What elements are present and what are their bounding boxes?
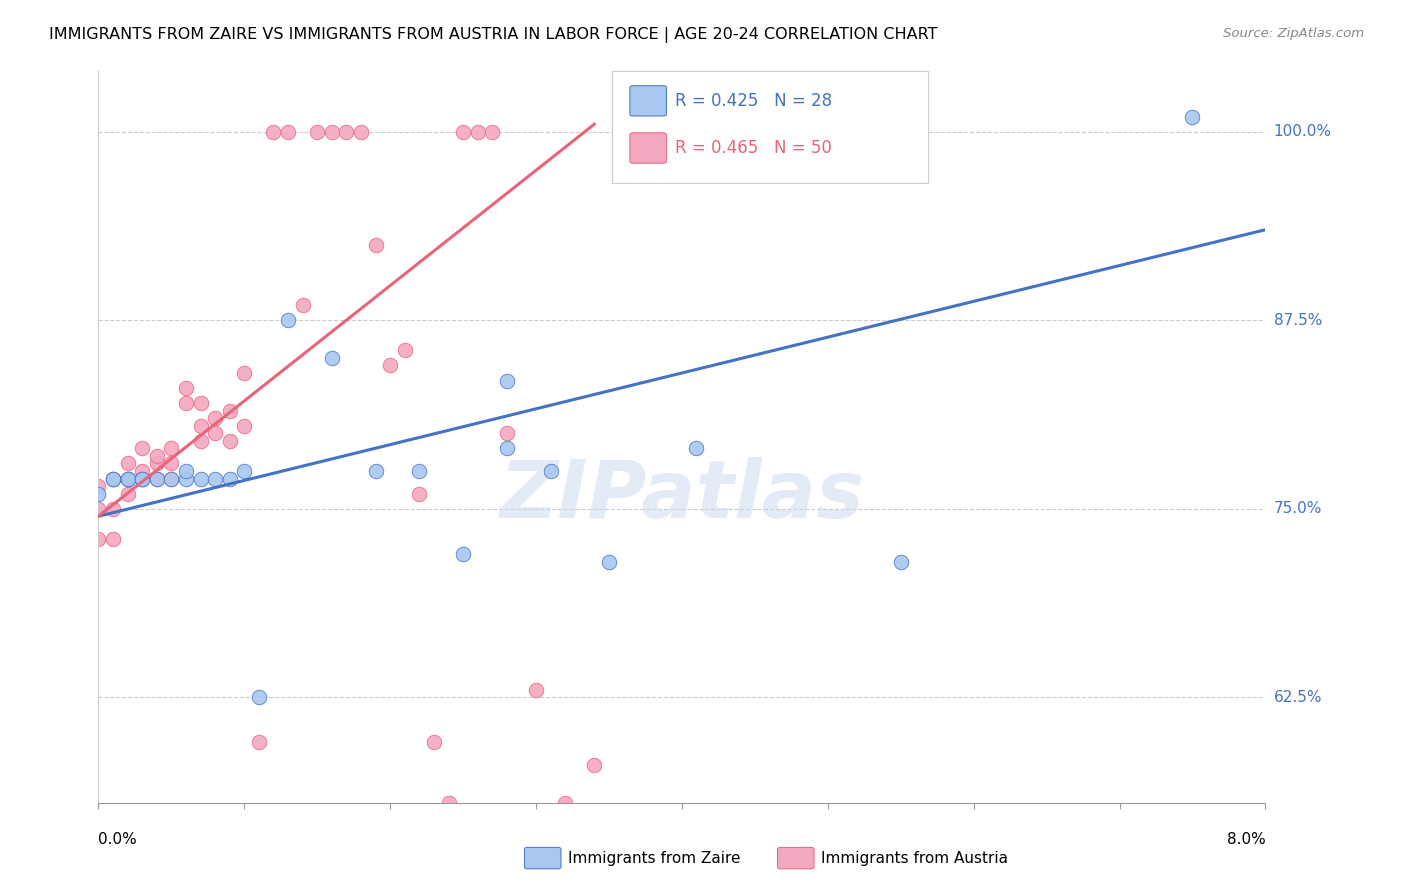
Point — [131, 464, 153, 478]
Point — [291, 298, 314, 312]
Point — [101, 471, 124, 485]
Point — [496, 442, 519, 456]
Point — [146, 449, 169, 463]
Point — [554, 796, 576, 810]
Point — [117, 471, 139, 485]
Point — [262, 125, 284, 139]
Point — [451, 125, 474, 139]
Point — [160, 442, 183, 456]
Text: Immigrants from Austria: Immigrants from Austria — [821, 851, 1008, 865]
Point — [277, 125, 299, 139]
Point — [117, 471, 139, 485]
Point — [598, 554, 620, 568]
Point — [146, 471, 169, 485]
Text: 75.0%: 75.0% — [1274, 501, 1322, 516]
Point — [174, 396, 197, 410]
Point — [467, 125, 489, 139]
Point — [174, 464, 197, 478]
Point — [131, 442, 153, 456]
Point — [101, 501, 124, 516]
Point — [146, 457, 169, 471]
Point — [380, 359, 402, 373]
Point — [174, 471, 197, 485]
Point — [335, 125, 357, 139]
Text: 100.0%: 100.0% — [1274, 124, 1331, 139]
Text: 8.0%: 8.0% — [1226, 832, 1265, 847]
Point — [583, 758, 606, 772]
Text: R = 0.465   N = 50: R = 0.465 N = 50 — [675, 139, 832, 157]
Point — [481, 125, 503, 139]
Point — [146, 471, 169, 485]
Point — [87, 486, 110, 500]
Point — [101, 532, 124, 546]
Point — [321, 125, 343, 139]
Point — [364, 237, 387, 252]
Point — [277, 313, 299, 327]
Point — [218, 434, 240, 448]
Text: ZIPatlas: ZIPatlas — [499, 457, 865, 534]
Point — [1181, 110, 1204, 124]
Point — [190, 396, 212, 410]
Point — [540, 464, 562, 478]
Point — [87, 501, 110, 516]
Point — [190, 418, 212, 433]
Text: 87.5%: 87.5% — [1274, 313, 1322, 327]
Text: 0.0%: 0.0% — [98, 832, 138, 847]
Point — [160, 471, 183, 485]
Point — [174, 381, 197, 395]
Point — [496, 374, 519, 388]
Point — [190, 434, 212, 448]
Point — [131, 471, 153, 485]
Point — [204, 471, 226, 485]
Text: R = 0.425   N = 28: R = 0.425 N = 28 — [675, 92, 832, 110]
Point — [685, 442, 707, 456]
Point — [247, 690, 270, 705]
Point — [423, 735, 446, 749]
Point — [394, 343, 416, 358]
Point — [117, 457, 139, 471]
Point — [204, 426, 226, 441]
Point — [160, 471, 183, 485]
Point — [408, 486, 430, 500]
Point — [437, 796, 460, 810]
Point — [218, 471, 240, 485]
Point — [101, 471, 124, 485]
Point — [496, 426, 519, 441]
Point — [117, 471, 139, 485]
Point — [204, 411, 226, 425]
Point — [364, 464, 387, 478]
Text: Immigrants from Zaire: Immigrants from Zaire — [568, 851, 741, 865]
Point — [408, 464, 430, 478]
Point — [233, 464, 256, 478]
Point — [307, 125, 329, 139]
Point — [101, 471, 124, 485]
Text: IMMIGRANTS FROM ZAIRE VS IMMIGRANTS FROM AUSTRIA IN LABOR FORCE | AGE 20-24 CORR: IMMIGRANTS FROM ZAIRE VS IMMIGRANTS FROM… — [49, 27, 938, 43]
Point — [117, 486, 139, 500]
Point — [890, 554, 912, 568]
Point — [451, 547, 474, 561]
Point — [87, 532, 110, 546]
Point — [233, 366, 256, 380]
Text: Source: ZipAtlas.com: Source: ZipAtlas.com — [1223, 27, 1364, 40]
Point — [190, 471, 212, 485]
Point — [233, 418, 256, 433]
Point — [131, 471, 153, 485]
Point — [87, 479, 110, 493]
Point — [321, 351, 343, 365]
Point — [524, 682, 547, 697]
Text: 62.5%: 62.5% — [1274, 690, 1322, 705]
Point — [131, 471, 153, 485]
Point — [350, 125, 373, 139]
Point — [218, 403, 240, 417]
Point — [247, 735, 270, 749]
Point — [160, 457, 183, 471]
